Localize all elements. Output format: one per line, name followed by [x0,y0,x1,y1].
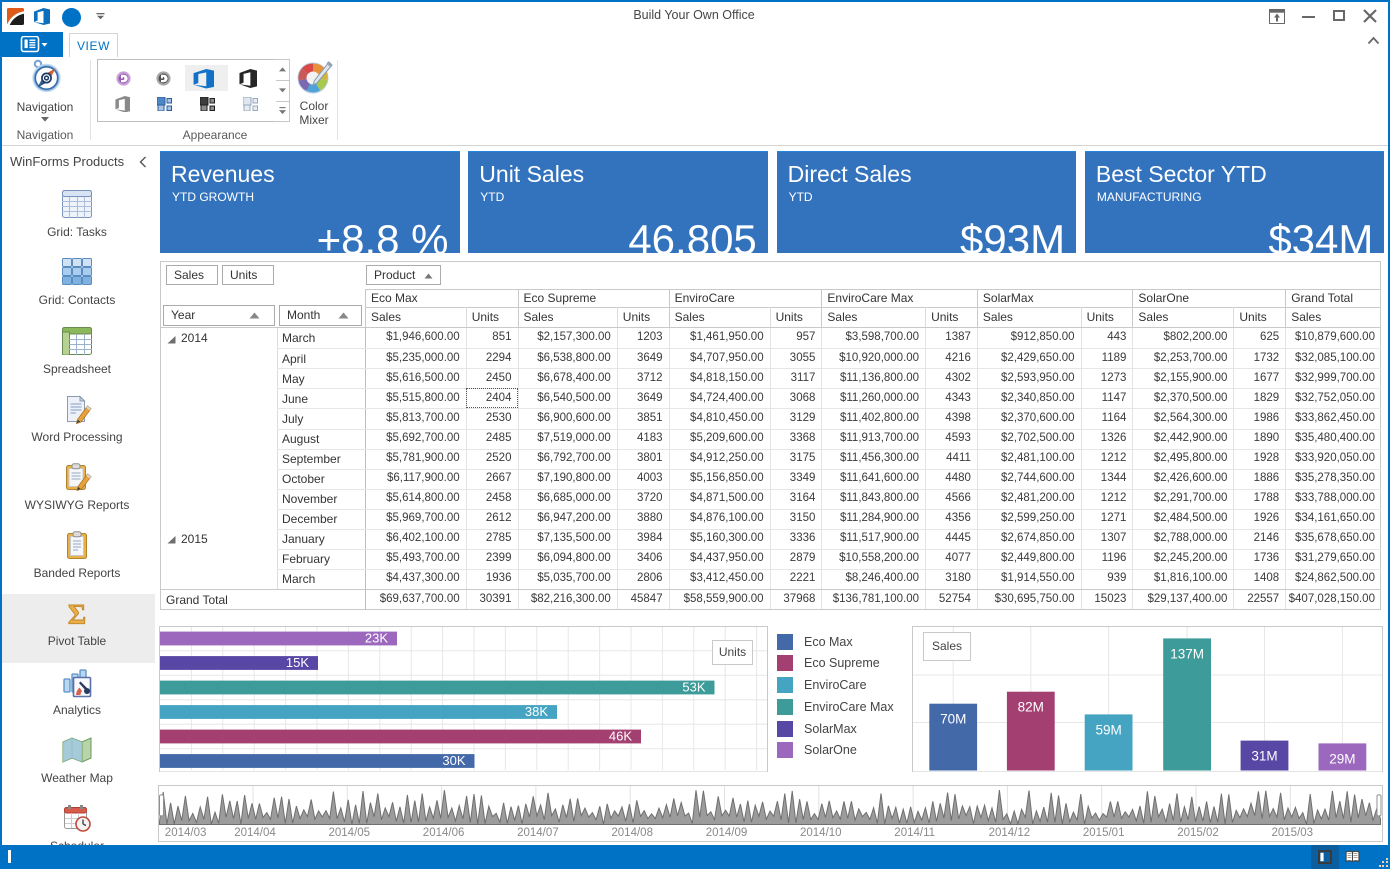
svg-text:29M: 29M [1329,751,1355,766]
svg-text:82M: 82M [1018,700,1044,715]
svg-text:2014/08: 2014/08 [611,827,653,839]
svg-text:2014/12: 2014/12 [989,827,1031,839]
svg-text:70M: 70M [940,712,966,727]
svg-text:2015/02: 2015/02 [1177,827,1219,839]
svg-text:15K: 15K [286,655,309,670]
svg-text:53K: 53K [682,680,705,695]
svg-text:46K: 46K [609,729,632,744]
svg-text:2015/01: 2015/01 [1083,827,1125,839]
svg-text:2014/05: 2014/05 [329,827,371,839]
svg-text:2015/03: 2015/03 [1272,827,1314,839]
svg-text:2014/11: 2014/11 [894,827,935,839]
svg-text:2014/06: 2014/06 [423,827,465,839]
svg-text:2014/03: 2014/03 [165,827,207,839]
svg-text:38K: 38K [525,704,548,719]
svg-text:2014/10: 2014/10 [800,827,842,839]
svg-text:2014/07: 2014/07 [517,827,559,839]
svg-text:137M: 137M [1170,646,1204,661]
svg-text:Σ: Σ [68,600,86,629]
svg-text:59M: 59M [1095,722,1121,737]
svg-text:30K: 30K [442,753,465,768]
svg-text:2014/04: 2014/04 [234,827,276,839]
svg-text:23K: 23K [365,631,388,646]
svg-text:2014/09: 2014/09 [706,827,748,839]
svg-text:31M: 31M [1251,749,1277,764]
